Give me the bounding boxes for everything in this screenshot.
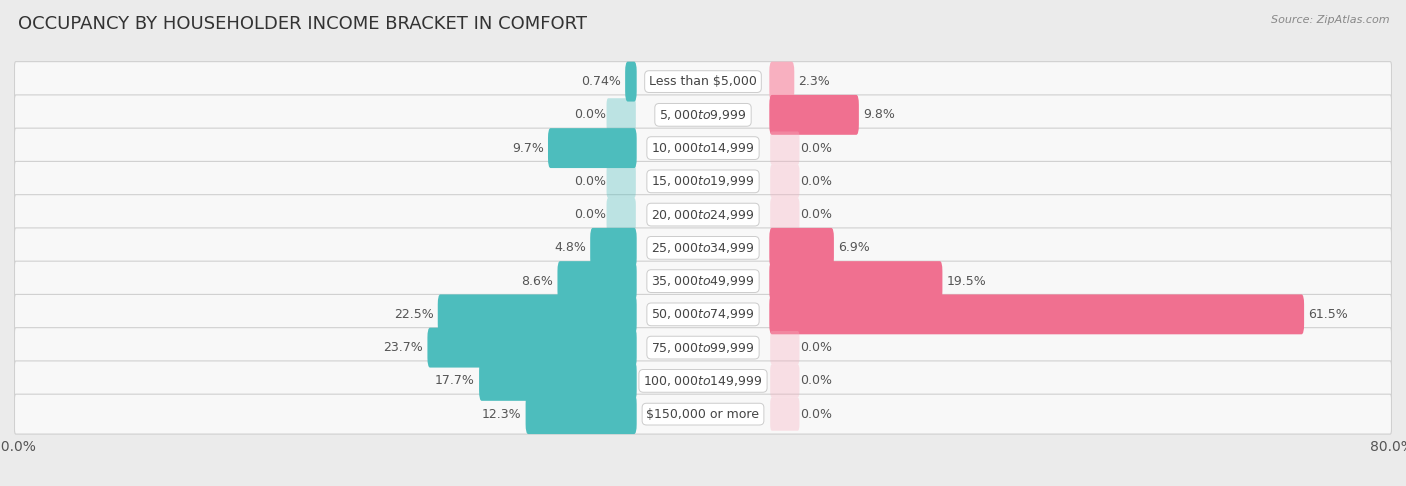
- FancyBboxPatch shape: [427, 328, 637, 367]
- Text: 0.0%: 0.0%: [800, 141, 832, 155]
- FancyBboxPatch shape: [14, 328, 1392, 367]
- FancyBboxPatch shape: [14, 195, 1392, 235]
- FancyBboxPatch shape: [14, 394, 1392, 434]
- Text: $50,000 to $74,999: $50,000 to $74,999: [651, 307, 755, 321]
- FancyBboxPatch shape: [14, 261, 1392, 301]
- FancyBboxPatch shape: [606, 198, 636, 231]
- Text: 19.5%: 19.5%: [946, 275, 987, 288]
- Text: 17.7%: 17.7%: [434, 374, 475, 387]
- FancyBboxPatch shape: [14, 161, 1392, 201]
- Text: 0.0%: 0.0%: [800, 175, 832, 188]
- FancyBboxPatch shape: [770, 165, 800, 198]
- FancyBboxPatch shape: [591, 228, 637, 268]
- Text: $35,000 to $49,999: $35,000 to $49,999: [651, 274, 755, 288]
- Text: 8.6%: 8.6%: [522, 275, 553, 288]
- FancyBboxPatch shape: [437, 295, 637, 334]
- Text: 0.0%: 0.0%: [800, 374, 832, 387]
- Text: 0.0%: 0.0%: [800, 208, 832, 221]
- Text: 0.0%: 0.0%: [574, 175, 606, 188]
- FancyBboxPatch shape: [548, 128, 637, 168]
- FancyBboxPatch shape: [557, 261, 637, 301]
- FancyBboxPatch shape: [14, 228, 1392, 268]
- FancyBboxPatch shape: [769, 261, 942, 301]
- Text: $5,000 to $9,999: $5,000 to $9,999: [659, 108, 747, 122]
- Text: 0.0%: 0.0%: [800, 408, 832, 420]
- Text: 22.5%: 22.5%: [394, 308, 433, 321]
- FancyBboxPatch shape: [770, 331, 800, 364]
- FancyBboxPatch shape: [14, 128, 1392, 168]
- Text: 61.5%: 61.5%: [1309, 308, 1348, 321]
- Text: $10,000 to $14,999: $10,000 to $14,999: [651, 141, 755, 155]
- Text: 2.3%: 2.3%: [799, 75, 831, 88]
- FancyBboxPatch shape: [770, 364, 800, 398]
- Text: $15,000 to $19,999: $15,000 to $19,999: [651, 174, 755, 189]
- Text: 4.8%: 4.8%: [554, 242, 586, 254]
- FancyBboxPatch shape: [770, 398, 800, 431]
- Text: $100,000 to $149,999: $100,000 to $149,999: [644, 374, 762, 388]
- Text: 0.0%: 0.0%: [800, 341, 832, 354]
- Text: 0.0%: 0.0%: [574, 108, 606, 122]
- Text: Source: ZipAtlas.com: Source: ZipAtlas.com: [1271, 15, 1389, 25]
- Text: OCCUPANCY BY HOUSEHOLDER INCOME BRACKET IN COMFORT: OCCUPANCY BY HOUSEHOLDER INCOME BRACKET …: [18, 15, 588, 33]
- Text: 9.7%: 9.7%: [512, 141, 544, 155]
- Text: 0.0%: 0.0%: [574, 208, 606, 221]
- Text: $75,000 to $99,999: $75,000 to $99,999: [651, 341, 755, 355]
- FancyBboxPatch shape: [14, 62, 1392, 102]
- Text: 0.74%: 0.74%: [581, 75, 621, 88]
- FancyBboxPatch shape: [626, 62, 637, 102]
- FancyBboxPatch shape: [479, 361, 637, 401]
- Text: $25,000 to $34,999: $25,000 to $34,999: [651, 241, 755, 255]
- FancyBboxPatch shape: [770, 198, 800, 231]
- Text: 12.3%: 12.3%: [482, 408, 522, 420]
- Text: 23.7%: 23.7%: [384, 341, 423, 354]
- FancyBboxPatch shape: [769, 95, 859, 135]
- FancyBboxPatch shape: [526, 394, 637, 434]
- FancyBboxPatch shape: [770, 132, 800, 165]
- Text: $20,000 to $24,999: $20,000 to $24,999: [651, 208, 755, 222]
- FancyBboxPatch shape: [769, 295, 1305, 334]
- Text: 9.8%: 9.8%: [863, 108, 896, 122]
- FancyBboxPatch shape: [769, 62, 794, 102]
- FancyBboxPatch shape: [606, 165, 636, 198]
- FancyBboxPatch shape: [14, 361, 1392, 401]
- FancyBboxPatch shape: [769, 228, 834, 268]
- Text: $150,000 or more: $150,000 or more: [647, 408, 759, 420]
- FancyBboxPatch shape: [606, 98, 636, 132]
- Text: Less than $5,000: Less than $5,000: [650, 75, 756, 88]
- FancyBboxPatch shape: [14, 95, 1392, 135]
- Text: 6.9%: 6.9%: [838, 242, 870, 254]
- FancyBboxPatch shape: [14, 295, 1392, 334]
